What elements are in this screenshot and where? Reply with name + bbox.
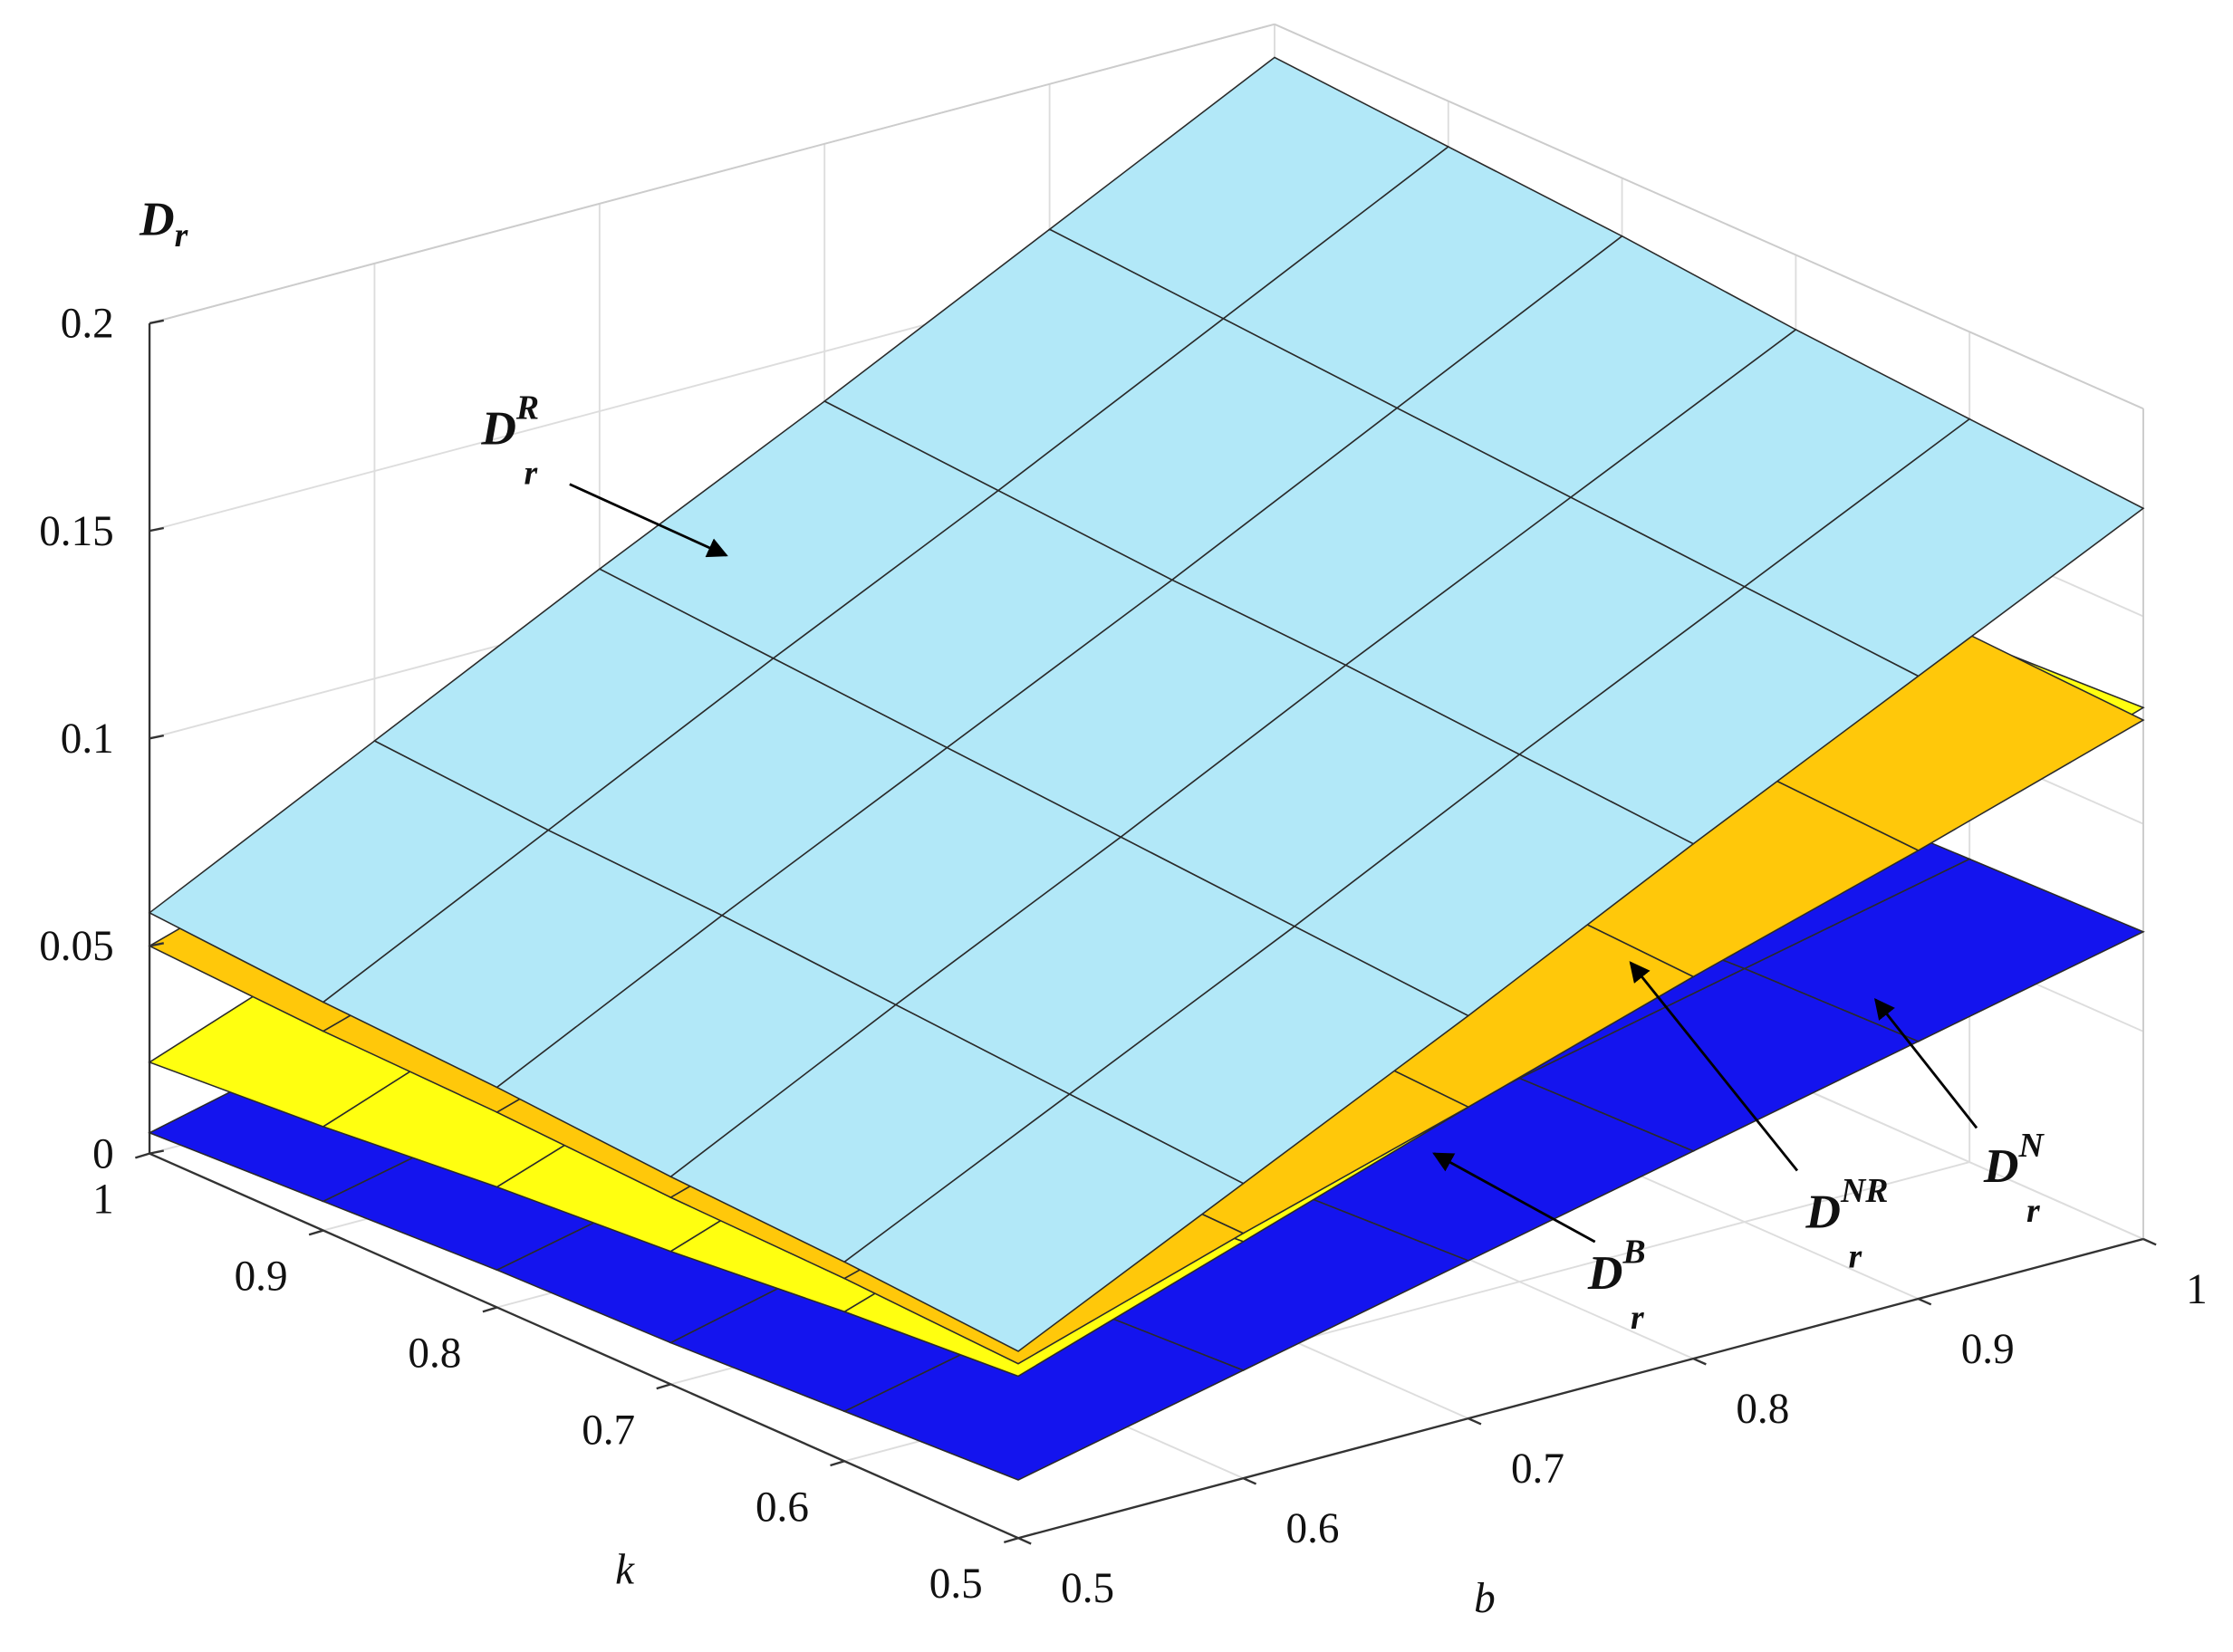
- y-tick-label: 0.6: [756, 1484, 809, 1531]
- y-axis-label: k: [615, 1547, 635, 1594]
- z-tick: [149, 526, 165, 533]
- x-axis: [1017, 1237, 2144, 1540]
- y-tick: [830, 1460, 845, 1467]
- x-tick-label: 1: [2186, 1266, 2208, 1313]
- box-edge: [149, 23, 1275, 324]
- label-sub: r: [525, 455, 538, 493]
- label-sub: r: [1849, 1237, 1862, 1275]
- y-tick: [135, 1152, 150, 1159]
- label-main: D: [1983, 1138, 2019, 1193]
- z-axis-label: Dr: [139, 191, 188, 255]
- series-label: DB r: [1587, 1234, 1646, 1337]
- z-tick-label: 0: [92, 1130, 114, 1177]
- y-tick: [482, 1306, 497, 1313]
- label-main: D: [480, 401, 516, 456]
- surface-cell: [842, 1093, 1245, 1352]
- y-tick-label: 0.9: [235, 1253, 288, 1301]
- z-tick: [149, 942, 165, 947]
- y-tick-label: 0.5: [929, 1561, 983, 1608]
- label-main: D: [139, 191, 175, 245]
- x-tick: [1017, 1537, 1032, 1545]
- annotation-arrow: [1629, 961, 1799, 1172]
- series-label: DN r: [1983, 1127, 2045, 1230]
- x-tick: [1692, 1358, 1707, 1366]
- x-axis-label: b: [1474, 1575, 1496, 1622]
- label-sup: NR: [1840, 1172, 1888, 1210]
- z-tick-label: 0.1: [61, 716, 114, 763]
- x-tick-label: 0.6: [1286, 1505, 1340, 1552]
- x-tick: [1918, 1297, 1932, 1306]
- z-tick: [149, 1149, 165, 1155]
- box-edge: [1274, 23, 2144, 410]
- label-sub: r: [1631, 1299, 1644, 1337]
- label-sup: N: [2017, 1127, 2045, 1165]
- annotation-arrow: [1874, 998, 1978, 1129]
- y-tick-label: 0.8: [408, 1330, 461, 1378]
- z-tick-label: 0.05: [39, 923, 114, 970]
- z-tick-label: 0.2: [61, 301, 114, 348]
- x-tick: [1468, 1417, 1482, 1426]
- label-sup: B: [1622, 1234, 1645, 1272]
- series-label: DR r: [480, 389, 539, 492]
- y-tick-label: 0.7: [582, 1407, 635, 1454]
- y-axis: [149, 1152, 1019, 1540]
- label-main: D: [1587, 1245, 1623, 1300]
- x-tick-label: 0.9: [1961, 1326, 2015, 1373]
- x-tick-label: 0.8: [1736, 1386, 1789, 1433]
- x-tick: [2142, 1237, 2157, 1246]
- z-tick: [149, 734, 165, 740]
- x-tick-label: 0.7: [1511, 1446, 1564, 1493]
- label-sub: r: [2026, 1192, 2040, 1230]
- z-tick: [149, 319, 165, 325]
- y-tick: [1003, 1537, 1019, 1544]
- label-main: D: [1805, 1184, 1841, 1238]
- annotation-arrow: [569, 483, 728, 558]
- series-label: DNR r: [1805, 1172, 1888, 1275]
- z-tick-label: 0.15: [39, 508, 114, 555]
- annotation-arrow: [1432, 1152, 1596, 1244]
- x-tick: [1242, 1477, 1257, 1485]
- y-tick-label: 1: [92, 1177, 114, 1224]
- y-tick: [308, 1229, 324, 1236]
- y-tick: [656, 1383, 671, 1390]
- label-sup: R: [515, 389, 539, 427]
- label-sub: r: [175, 216, 188, 255]
- x-tick-label: 0.5: [1061, 1565, 1114, 1612]
